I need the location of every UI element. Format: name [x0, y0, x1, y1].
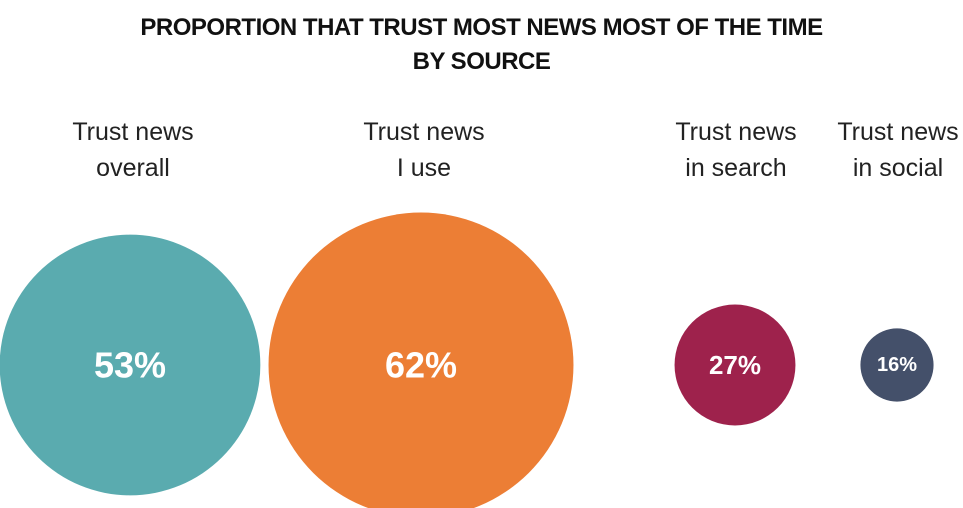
category-label-line: Trust news	[837, 118, 959, 146]
category-label-line: Trust news	[675, 118, 797, 146]
category-label-line: in search	[685, 154, 787, 182]
category-label-social: Trust news in social	[778, 114, 963, 186]
bubble-search	[674, 304, 796, 426]
category-label-overall: Trust news overall	[13, 114, 253, 186]
bubble-value-label-overall: 53%	[94, 345, 166, 386]
bubble-overall	[0, 234, 261, 496]
bubble-social	[860, 328, 934, 402]
bubble-value-label-social: 16%	[877, 354, 917, 376]
category-label-search: Trust news in search	[616, 114, 856, 186]
chart-title-line-2: BY SOURCE	[412, 48, 551, 75]
bubble-value-label-search: 27%	[709, 350, 761, 380]
category-label-line: I use	[396, 154, 452, 182]
category-label-line: overall	[96, 154, 170, 182]
category-label-line: in social	[852, 154, 944, 182]
category-label-i-use: Trust news I use	[304, 114, 544, 186]
chart-title-line-1: PROPORTION THAT TRUST MOST NEWS MOST OF …	[140, 14, 823, 41]
category-label-line: Trust news	[363, 118, 485, 146]
category-label-line: Trust news	[72, 118, 194, 146]
bubble-i-use	[268, 212, 574, 508]
bubble-value-label-i-use: 62%	[385, 345, 457, 386]
